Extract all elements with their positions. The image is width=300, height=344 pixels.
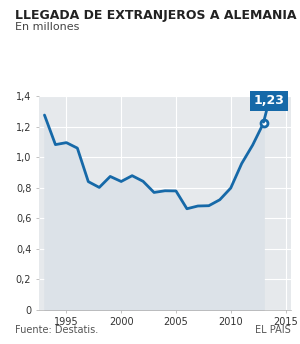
Text: 1,23: 1,23 bbox=[254, 94, 284, 122]
Text: EL PAÍS: EL PAÍS bbox=[255, 325, 291, 335]
Text: En millones: En millones bbox=[15, 22, 80, 32]
Text: Fuente: Destatis.: Fuente: Destatis. bbox=[15, 325, 98, 335]
Text: LLEGADA DE EXTRANJEROS A ALEMANIA: LLEGADA DE EXTRANJEROS A ALEMANIA bbox=[15, 9, 296, 22]
